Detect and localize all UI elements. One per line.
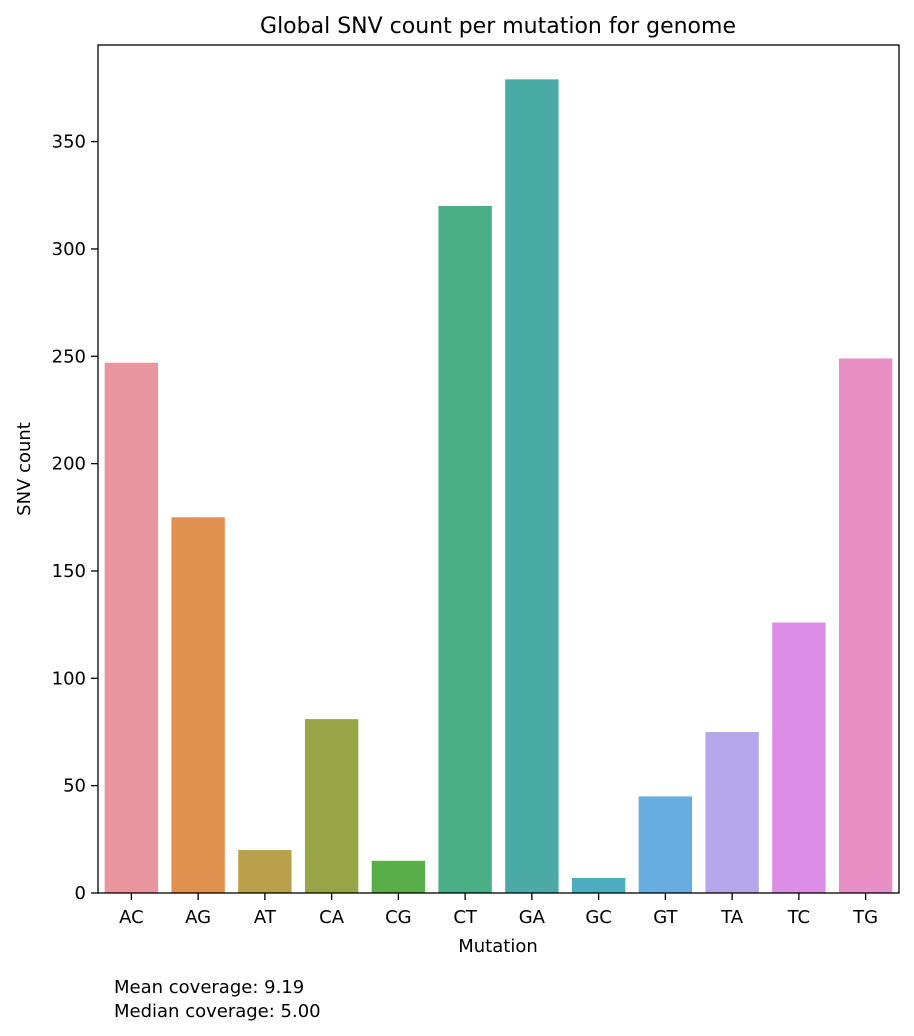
x-tick-label: GT: [653, 907, 678, 928]
coverage-notes: Mean coverage: 9.19 Median coverage: 5.0…: [114, 976, 321, 1024]
x-tick-label: TA: [720, 907, 744, 928]
y-tick-label: 300: [52, 239, 86, 260]
x-tick-label: AG: [185, 907, 211, 928]
bar-ga: [505, 79, 559, 893]
x-tick-label: GC: [585, 907, 612, 928]
bar-ta: [705, 731, 759, 893]
x-tick-label: TG: [852, 907, 878, 928]
x-axis: AC AG AT CA CG CT GA GC GT TA TC TG: [119, 893, 878, 928]
bar-tc: [772, 622, 826, 893]
x-tick-label: CT: [453, 907, 478, 928]
y-axis: 0 50 100 150 200 250 300 350: [52, 132, 98, 904]
bar-gc: [571, 877, 626, 893]
x-tick-label: AC: [119, 907, 144, 928]
bar-gt: [638, 796, 693, 893]
bars-group: [104, 79, 893, 893]
x-tick-label: CG: [385, 907, 412, 928]
y-tick-label: 350: [52, 132, 86, 153]
bar-ct: [438, 206, 492, 893]
x-tick-label: AT: [254, 907, 277, 928]
plot-frame: [97, 44, 900, 894]
bar-ac: [104, 362, 159, 893]
bar-ag: [171, 517, 225, 893]
y-tick-label: 250: [52, 346, 86, 367]
x-tick-label: TC: [787, 907, 811, 928]
bar-tg: [838, 358, 893, 893]
median-coverage-text: Median coverage: 5.00: [114, 1001, 321, 1022]
x-axis-label: Mutation: [458, 936, 538, 957]
y-tick-label: 200: [52, 454, 86, 475]
y-tick-label: 150: [52, 561, 86, 582]
y-tick-label: 0: [75, 883, 86, 904]
bar-chart: Global SNV count per mutation for genome…: [14, 14, 900, 957]
y-axis-label: SNV count: [14, 422, 35, 516]
x-tick-label: GA: [519, 907, 546, 928]
chart-title: Global SNV count per mutation for genome: [260, 14, 736, 39]
bar-cg: [371, 860, 426, 893]
mean-coverage-text: Mean coverage: 9.19: [114, 977, 305, 998]
bar-at: [238, 850, 292, 893]
y-tick-label: 50: [63, 776, 86, 797]
bar-ca: [304, 719, 359, 893]
y-tick-label: 100: [52, 668, 86, 689]
x-tick-label: CA: [319, 907, 345, 928]
